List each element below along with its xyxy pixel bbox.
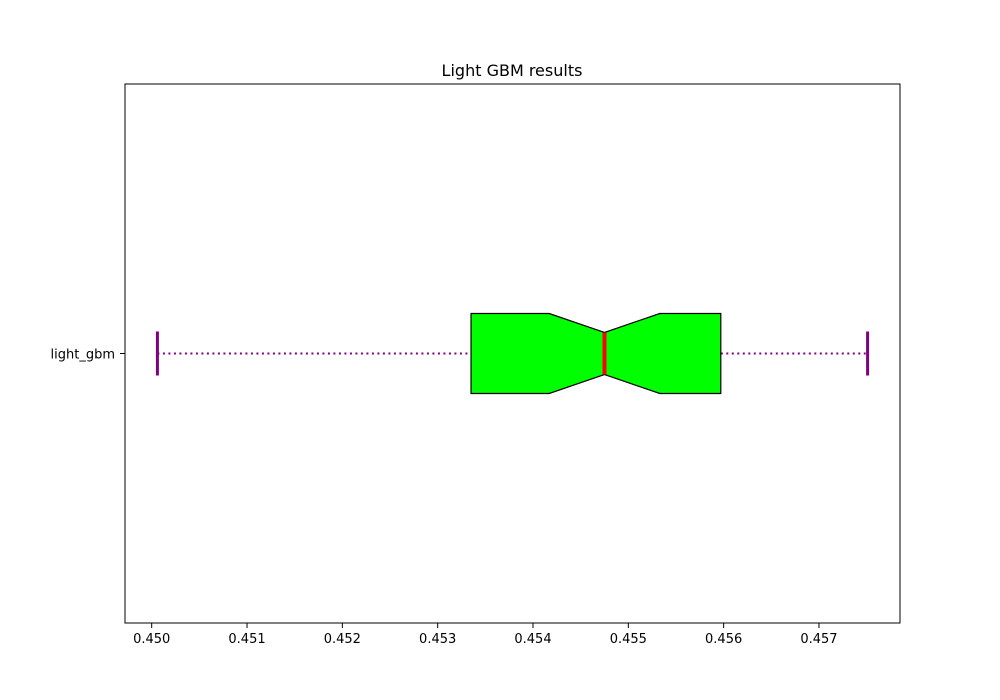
x-tick-label: 0.453 <box>419 632 456 647</box>
x-tick-label: 0.457 <box>800 632 837 647</box>
chart-title: Light GBM results <box>442 61 583 80</box>
x-tick-label: 0.450 <box>133 632 170 647</box>
x-tick-label: 0.454 <box>514 632 551 647</box>
y-category-label: light_gbm <box>51 348 115 363</box>
y-axis: light_gbm <box>51 348 125 363</box>
x-tick-label: 0.452 <box>324 632 361 647</box>
x-tick-label: 0.451 <box>228 632 265 647</box>
x-tick-label: 0.455 <box>610 632 647 647</box>
plot-area-frame <box>124 83 901 624</box>
boxplot-series <box>155 312 870 395</box>
x-axis: 0.450 0.451 0.452 0.453 0.454 0.455 0.456 0.457 <box>133 623 838 647</box>
x-tick-label: 0.456 <box>705 632 742 647</box>
notched-box <box>470 312 722 395</box>
